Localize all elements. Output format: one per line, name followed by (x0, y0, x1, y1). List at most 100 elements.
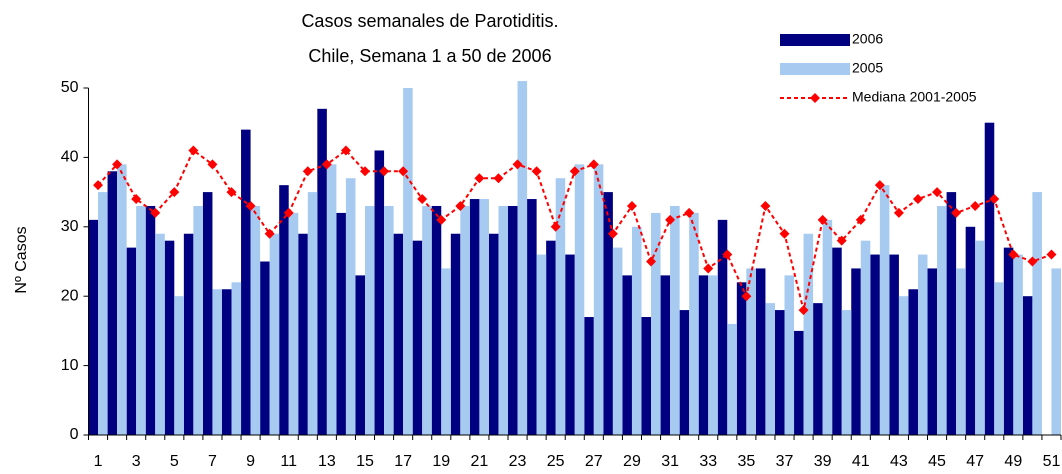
y-tick-label: 30 (61, 218, 79, 235)
median-marker (569, 166, 580, 177)
x-tick-label: 11 (280, 453, 297, 470)
x-tick-label: 13 (318, 453, 336, 470)
bar (183, 233, 194, 435)
bar (774, 310, 785, 435)
median-marker (1008, 249, 1019, 260)
bar (317, 108, 327, 435)
median-marker (874, 180, 885, 191)
bar (898, 296, 909, 435)
median-marker (684, 207, 695, 218)
bar (117, 164, 127, 435)
y-tick-label: 40 (61, 149, 79, 166)
median-marker (379, 166, 390, 177)
bar (641, 317, 652, 435)
median-marker (588, 159, 599, 170)
median-marker (646, 256, 657, 267)
bar (794, 330, 804, 435)
bar (727, 323, 737, 435)
x-tick-label: 7 (208, 453, 217, 470)
bar (879, 185, 890, 435)
x-tick-label: 51 (1043, 453, 1061, 470)
chart-title: Casos semanales de Parotiditis. (301, 11, 558, 31)
x-tick-label: 19 (432, 453, 450, 470)
bar (136, 205, 146, 435)
y-tick-label: 10 (61, 357, 79, 374)
median-marker (626, 200, 637, 211)
legend-swatch (780, 34, 850, 46)
median-marker (855, 214, 866, 225)
bar (174, 296, 184, 435)
median-marker (836, 235, 847, 246)
bar (937, 205, 947, 435)
bar (536, 254, 547, 435)
bar (851, 268, 861, 435)
bar (126, 247, 137, 435)
bar (1051, 268, 1061, 435)
x-tick-label: 43 (890, 453, 908, 470)
median-marker (798, 305, 809, 316)
x-tick-label: 15 (356, 453, 374, 470)
bar (1003, 247, 1014, 435)
bar (364, 205, 375, 435)
x-tick-label: 29 (623, 453, 641, 470)
median-marker (436, 214, 447, 225)
median-marker (951, 207, 962, 218)
median-marker (970, 200, 981, 211)
x-tick-label: 45 (928, 453, 946, 470)
bar (145, 205, 156, 435)
bar (870, 254, 880, 435)
bar (736, 282, 747, 435)
bar (212, 289, 222, 435)
bar (927, 268, 938, 435)
bar (269, 233, 280, 435)
bar (279, 185, 289, 435)
bar (164, 240, 175, 435)
bar (813, 303, 823, 435)
x-tick-label: 1 (94, 453, 103, 470)
x-tick-label: 5 (170, 453, 179, 470)
median-marker (93, 180, 104, 191)
bar (202, 192, 213, 435)
median-marker (264, 228, 275, 239)
bar (574, 164, 585, 435)
median-marker (417, 194, 428, 205)
bar (155, 233, 165, 435)
bar (965, 226, 976, 435)
median-marker (131, 194, 142, 205)
bar (326, 164, 337, 435)
bar (975, 240, 985, 435)
x-tick-label: 27 (585, 453, 603, 470)
bar (469, 199, 480, 435)
bar (307, 192, 318, 435)
bar (984, 122, 995, 435)
median-marker (283, 207, 294, 218)
legend-label: 2006 (852, 31, 883, 47)
bar (755, 268, 766, 435)
bar (260, 261, 270, 435)
bar (298, 233, 308, 435)
x-tick-label: 39 (814, 453, 832, 470)
median-marker (912, 194, 923, 205)
median-marker (550, 221, 561, 232)
bar (612, 247, 623, 435)
median-marker (359, 166, 370, 177)
bar (221, 289, 232, 435)
median-marker (302, 166, 313, 177)
y-tick-label: 50 (61, 79, 79, 96)
bar (889, 254, 899, 435)
bar (241, 129, 251, 435)
bar (193, 205, 203, 435)
bar (412, 240, 423, 435)
bar (908, 289, 918, 435)
bar (746, 268, 756, 435)
median-marker (169, 187, 180, 198)
legend-label: Mediana 2001-2005 (852, 89, 977, 105)
bar (717, 219, 728, 435)
bar (1013, 254, 1023, 435)
median-marker (893, 207, 904, 218)
x-tick-label: 47 (966, 453, 984, 470)
bar (231, 282, 242, 435)
bar (860, 240, 871, 435)
x-tick-label: 31 (661, 453, 679, 470)
bar (393, 233, 404, 435)
